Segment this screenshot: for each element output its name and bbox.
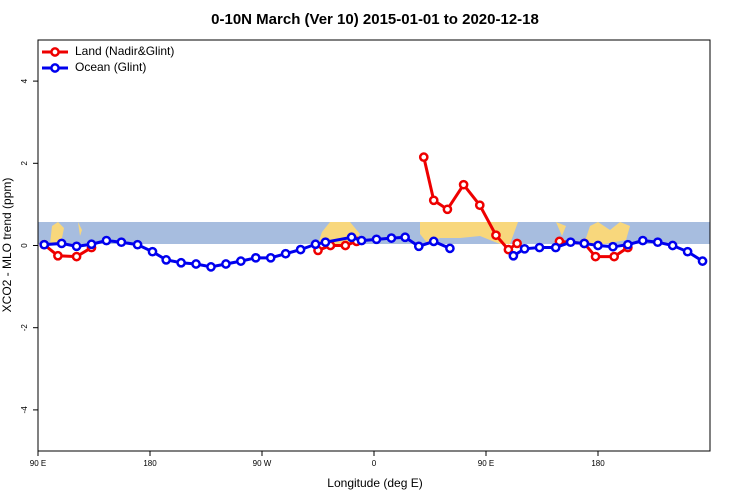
data-point: [428, 236, 439, 247]
data-point: [593, 240, 603, 251]
data-point: [101, 235, 112, 246]
land-patch: [50, 222, 64, 244]
y-tick-label: 4: [20, 78, 29, 83]
data-point: [667, 240, 678, 251]
data-point: [508, 250, 519, 261]
data-point: [116, 237, 127, 248]
legend-marker: [50, 47, 60, 57]
data-point: [442, 204, 453, 215]
data-point: [386, 233, 397, 243]
data-point: [295, 244, 306, 255]
data-point: [356, 235, 367, 246]
data-point: [250, 252, 261, 263]
data-point: [221, 259, 231, 269]
y-axis-label: XCO2 - MLO trend (ppm): [0, 178, 14, 313]
data-point: [474, 200, 485, 211]
y-tick-label: 2: [20, 161, 29, 166]
data-point: [491, 230, 501, 241]
data-point: [176, 257, 186, 268]
data-point: [623, 239, 633, 250]
land-patch: [78, 222, 82, 236]
x-tick-label: 90 W: [253, 459, 272, 468]
data-point: [565, 237, 576, 248]
data-point: [132, 239, 143, 250]
y-tick-label: -4: [20, 406, 29, 414]
data-point: [697, 256, 708, 266]
x-tick-label: 180: [143, 459, 157, 468]
data-point: [161, 255, 172, 265]
data-point: [458, 179, 469, 190]
x-tick-label: 0: [372, 459, 377, 468]
data-point: [682, 246, 693, 257]
data-point: [147, 246, 158, 257]
data-point: [534, 242, 545, 253]
data-point: [428, 195, 439, 206]
data-point: [265, 252, 276, 263]
data-point: [280, 248, 291, 259]
data-point: [320, 237, 331, 248]
data-point: [608, 241, 618, 252]
data-point: [56, 238, 67, 249]
data-point: [71, 251, 82, 262]
ocean-band: [38, 222, 710, 244]
data-point: [512, 238, 522, 249]
legend-label: Land (Nadir&Glint): [75, 44, 174, 58]
x-tick-label: 90 E: [478, 459, 494, 468]
data-point: [191, 259, 201, 269]
series-line: [43, 156, 629, 259]
chart-title: 0-10N March (Ver 10) 2015-01-01 to 2020-…: [211, 11, 539, 28]
data-point: [503, 244, 514, 255]
data-point: [340, 240, 351, 251]
data-point: [652, 237, 663, 248]
x-tick-label: 90 E: [30, 459, 46, 468]
data-point: [206, 262, 216, 272]
data-point: [53, 250, 63, 261]
legend-label: Ocean (Glint): [75, 60, 146, 74]
data-point: [579, 238, 590, 249]
y-tick-label: 0: [20, 243, 29, 248]
data-point: [71, 241, 82, 252]
legend-marker: [50, 63, 60, 73]
data-point: [400, 232, 410, 243]
data-point: [550, 242, 561, 253]
data-point: [445, 243, 455, 254]
data-point: [310, 239, 321, 250]
data-point: [519, 243, 530, 254]
data-point: [637, 235, 648, 246]
y-tick-label: -2: [20, 324, 29, 332]
land-patch: [584, 222, 630, 244]
x-tick-label: 180: [591, 459, 605, 468]
data-point: [413, 241, 424, 252]
data-point: [86, 239, 97, 250]
data-point: [346, 232, 357, 243]
data-point: [371, 234, 382, 245]
land-patch: [556, 222, 566, 236]
data-point: [609, 251, 620, 262]
data-point: [235, 256, 246, 266]
data-point: [590, 251, 601, 262]
data-point: [418, 152, 429, 162]
x-axis-label: Longitude (deg E): [327, 476, 422, 490]
data-point: [39, 239, 50, 250]
